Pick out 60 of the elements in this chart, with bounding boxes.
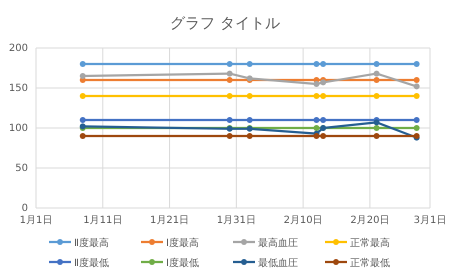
y-tick-label: 0	[22, 203, 28, 214]
point	[313, 93, 320, 99]
y-tick-label: 100	[8, 123, 28, 134]
point	[313, 133, 320, 139]
chart-title: グラフ タイトル	[170, 14, 280, 32]
legend-label: Ⅱ度最高	[74, 237, 109, 249]
point	[226, 70, 233, 77]
point	[80, 117, 86, 123]
x-tick-label: 1月11日	[83, 215, 122, 226]
point	[320, 117, 326, 123]
y-tick-label: 150	[8, 83, 28, 94]
point	[414, 93, 420, 99]
legend-label: 最高血圧	[258, 237, 298, 249]
y-tick-label: 200	[8, 43, 28, 54]
point	[374, 93, 380, 99]
point	[320, 79, 326, 86]
legend-label: Ⅰ度最低	[166, 257, 199, 269]
legend-label: 最低血圧	[258, 257, 298, 269]
x-tick-label: 3月1日	[414, 215, 446, 226]
point	[313, 81, 320, 87]
point	[80, 93, 86, 99]
point	[80, 61, 86, 67]
point	[320, 61, 326, 67]
point	[313, 125, 320, 131]
x-tick-label: 1月31日	[216, 215, 256, 226]
point	[246, 61, 253, 67]
point	[414, 83, 420, 90]
x-tick-label: 2月20日	[350, 215, 390, 226]
point	[246, 133, 253, 139]
x-tick-label: 2月10日	[284, 215, 323, 226]
legend-label: 正常最高	[350, 237, 390, 249]
point	[246, 93, 253, 99]
point	[414, 77, 420, 83]
legend-label: Ⅱ度最低	[74, 257, 109, 269]
point	[374, 133, 380, 139]
point	[414, 61, 420, 67]
legend-label: Ⅰ度最高	[166, 237, 199, 249]
point	[313, 117, 320, 123]
point	[374, 125, 380, 131]
point	[226, 77, 233, 83]
point	[374, 77, 380, 83]
point	[374, 119, 380, 126]
point	[226, 117, 233, 123]
point	[226, 133, 233, 139]
point	[320, 133, 326, 139]
legend-label: 正常最低	[350, 257, 390, 269]
point	[80, 133, 86, 139]
point	[80, 73, 86, 79]
point	[313, 61, 320, 67]
point	[374, 70, 380, 77]
x-tick-label: 1月21日	[150, 215, 190, 226]
x-tick-label: 1月1日	[20, 215, 52, 226]
point	[246, 117, 253, 123]
point	[374, 61, 380, 67]
y-tick-label: 50	[15, 163, 28, 174]
point	[226, 61, 233, 67]
point	[320, 93, 326, 99]
point	[414, 125, 420, 131]
point	[226, 93, 233, 99]
point	[414, 117, 420, 123]
